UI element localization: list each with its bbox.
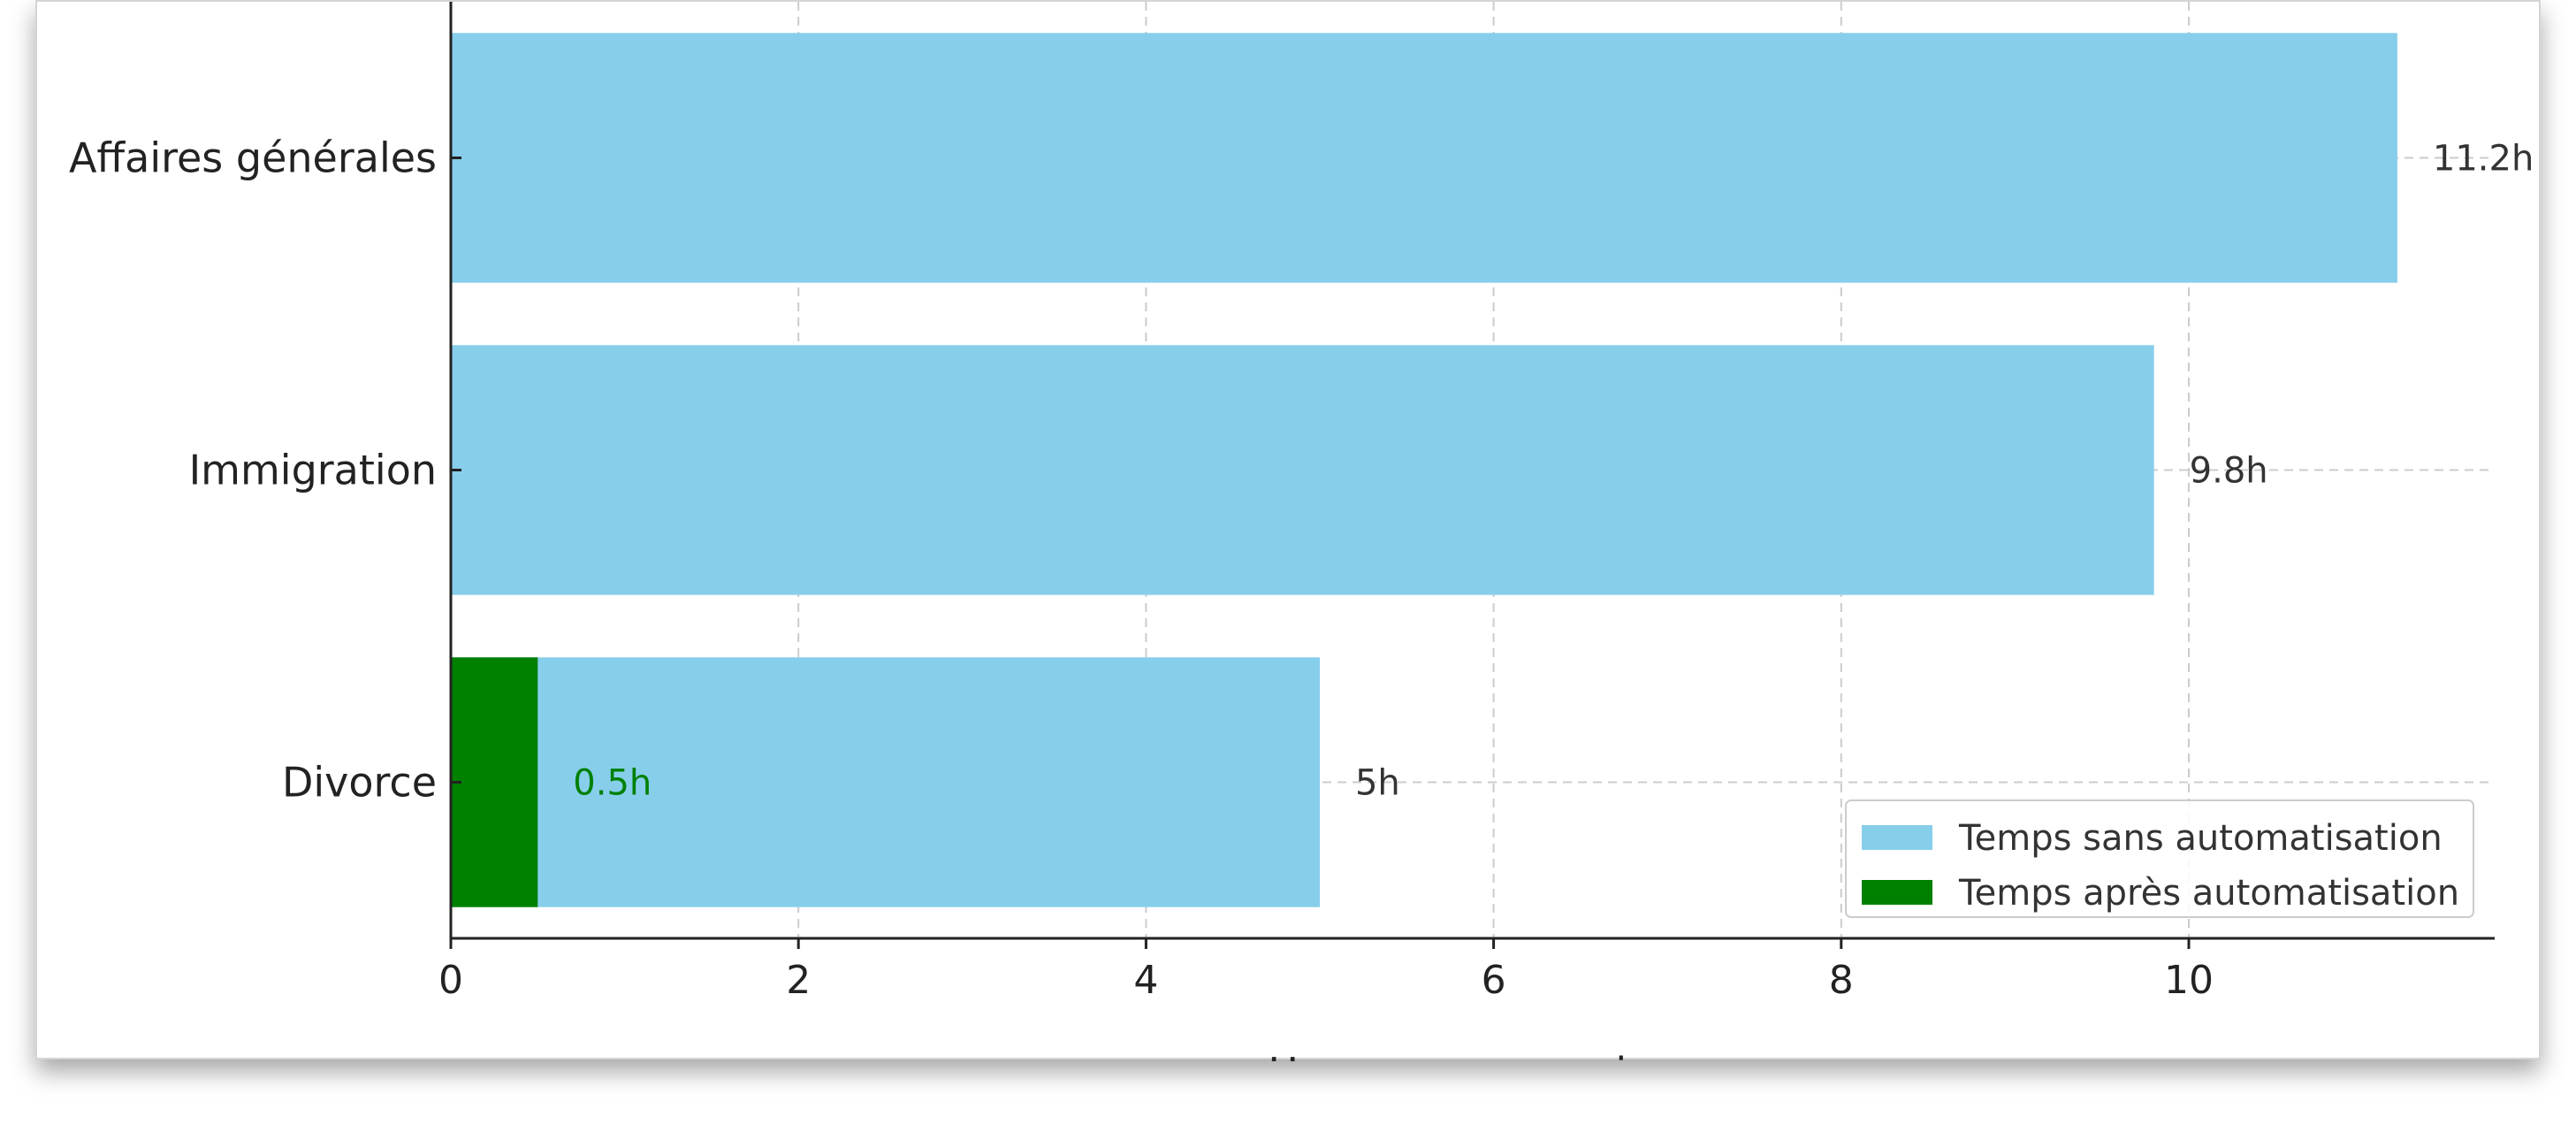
x-tick-label: 10 (2164, 958, 2214, 1003)
bar-chart: 0 2 4 6 8 10 Affaires générales Immigration Divo… (69, 2, 2534, 1061)
legend: Temps sans automatisation Temps après aut… (1845, 799, 2474, 918)
legend-swatch (1862, 880, 1932, 905)
x-tick-label: 8 (1829, 958, 1854, 1003)
bar-value-label: 5h (1355, 763, 1400, 804)
legend-box (1845, 799, 2474, 918)
legend-label: Temps sans automatisation (1958, 818, 2443, 859)
x-tick-label: 6 (1482, 958, 1506, 1003)
y-tick-label: Immigration (189, 447, 437, 494)
bar-value-label: 11.2h (2433, 139, 2534, 180)
bar-apres-automatisation (451, 657, 538, 907)
bar-sans-automatisation (451, 657, 1320, 907)
bar-value-label: 0.5h (573, 763, 652, 804)
y-tick-label: Affaires générales (69, 134, 437, 182)
bar-sans-automatisation (451, 33, 2397, 283)
legend-swatch (1862, 825, 1932, 850)
y-tick-label: Divorce (282, 759, 437, 807)
legend-label: Temps après automatisation (1958, 873, 2459, 914)
bar-value-label: 9.8h (2190, 451, 2268, 492)
x-axis-label: Heures par semaine (1268, 1049, 1677, 1061)
bars (451, 33, 2397, 907)
x-tick-label: 0 (438, 958, 463, 1003)
x-tick-label: 4 (1133, 958, 1158, 1003)
axes: 0 2 4 6 8 10 Affaires générales Immigration Divo… (69, 2, 2495, 1003)
chart-card: 0 2 4 6 8 10 Affaires générales Immigration Divo… (35, 0, 2541, 1061)
x-tick-label: 2 (786, 958, 811, 1003)
bar-sans-automatisation (451, 345, 2154, 595)
bar-labels: 11.2h 9.8h 5h 0.5h (573, 139, 2534, 804)
